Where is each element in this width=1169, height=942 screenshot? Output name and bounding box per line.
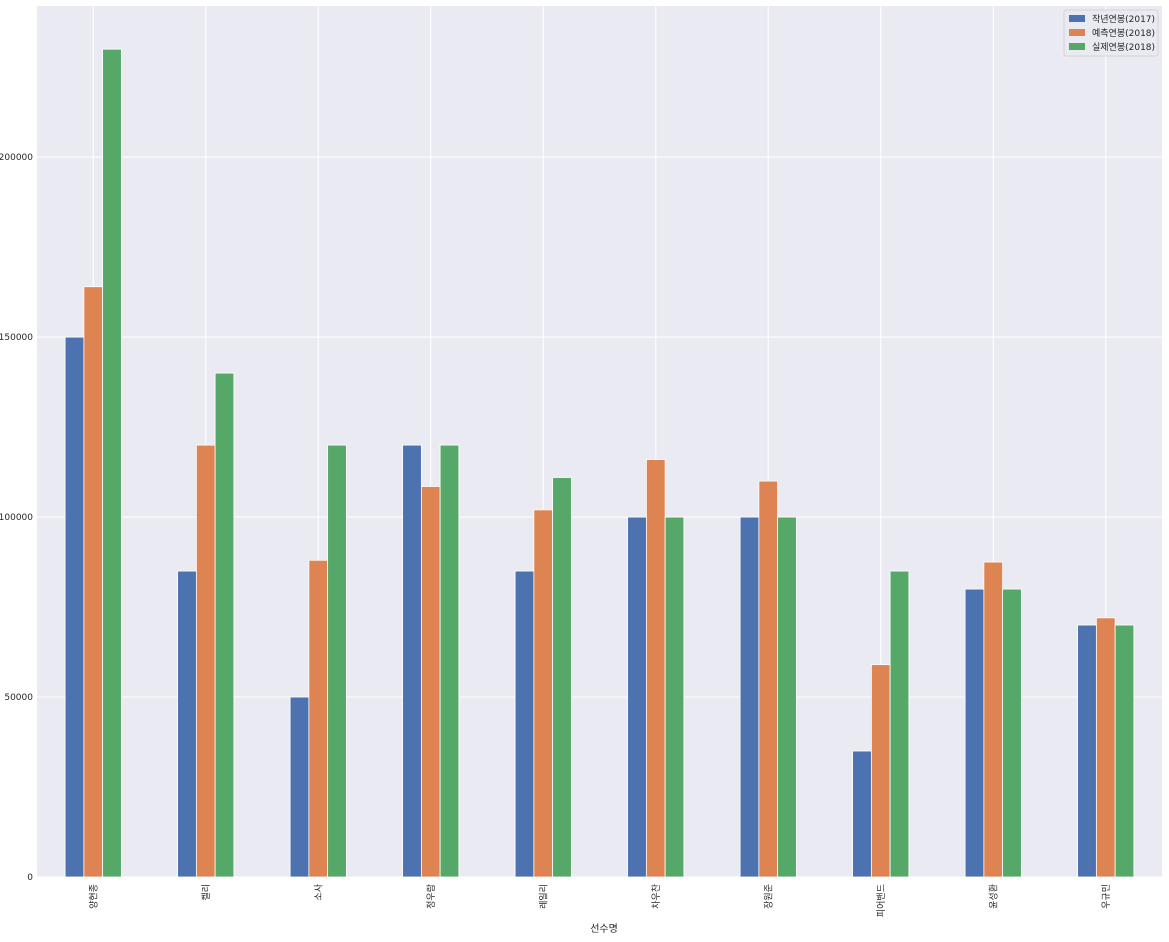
bar-2 — [308, 559, 329, 878]
x-tick-label: 소사 — [313, 883, 324, 900]
x-tick-label: 레일리 — [538, 884, 549, 909]
x-tick-label: 차우찬 — [650, 884, 662, 909]
bar-3 — [439, 444, 460, 878]
bar-3 — [102, 48, 122, 878]
x-axis-title: 선수명 — [590, 923, 618, 935]
bar-3 — [1002, 588, 1022, 878]
legend: 작년연봉(2017) 예측연봉(2018) 실제연봉(2018) — [1063, 9, 1159, 57]
x-tick-label: 우규민 — [1101, 884, 1112, 909]
bar-1 — [289, 696, 310, 878]
legend-items: 작년연봉(2017) 예측연봉(2018) 실제연봉(2018) — [1069, 14, 1155, 53]
legend-label: 실제연봉(2018) — [1092, 42, 1155, 53]
y-tick-label: 50000 — [4, 693, 33, 703]
bar-1 — [402, 444, 422, 878]
x-tick-label: 켈리 — [200, 884, 212, 901]
y-tick-label: 200000 — [0, 153, 33, 163]
bar-3 — [214, 372, 235, 878]
legend-swatch — [1069, 29, 1085, 36]
y-tick-label: 0 — [27, 873, 33, 883]
bar-1 — [1077, 624, 1097, 878]
legend-box — [1063, 9, 1159, 57]
bar-2 — [1095, 617, 1116, 878]
bar-2 — [420, 486, 441, 878]
bar-3 — [664, 516, 685, 878]
x-tick-label: 장원준 — [763, 884, 774, 909]
bar-1 — [627, 516, 647, 878]
bar-2 — [83, 286, 104, 878]
legend-label: 작년연봉(2017) — [1092, 14, 1155, 25]
bar-3 — [1114, 624, 1135, 878]
bar-1 — [739, 516, 760, 878]
bar-2 — [533, 509, 554, 878]
bar-3 — [777, 516, 797, 878]
bar-2 — [195, 444, 216, 878]
bar-3 — [889, 570, 910, 878]
x-tick-label: 윤성환 — [987, 884, 999, 909]
bar-1 — [64, 336, 85, 878]
bar-2 — [645, 459, 666, 878]
bar-3 — [327, 444, 347, 878]
y-tick-label: 150000 — [0, 333, 33, 343]
legend-label: 예측연봉(2018) — [1092, 28, 1155, 39]
legend-swatch — [1069, 15, 1085, 22]
bar-3 — [552, 477, 572, 878]
bar-1 — [514, 570, 535, 878]
bar-2 — [983, 561, 1004, 878]
bar-1 — [852, 750, 872, 878]
bar-2 — [758, 480, 779, 878]
x-tick-label: 양현종 — [88, 884, 99, 909]
bar-2 — [870, 664, 891, 878]
x-tick-label: 피어밴드 — [876, 884, 887, 917]
bars — [64, 48, 1135, 878]
bar-1 — [964, 588, 985, 878]
y-tick-labels: 0 50000 100000 150000 200000 — [0, 153, 33, 883]
x-tick-label: 정우람 — [425, 884, 437, 909]
x-tick-labels: 양현종 켈리 소사 정우람 레일리 차우찬 장원준 피어밴드 윤성환 우규민 — [88, 883, 1112, 917]
y-tick-label: 100000 — [0, 513, 33, 523]
bar-1 — [177, 570, 197, 878]
legend-swatch — [1069, 43, 1085, 50]
